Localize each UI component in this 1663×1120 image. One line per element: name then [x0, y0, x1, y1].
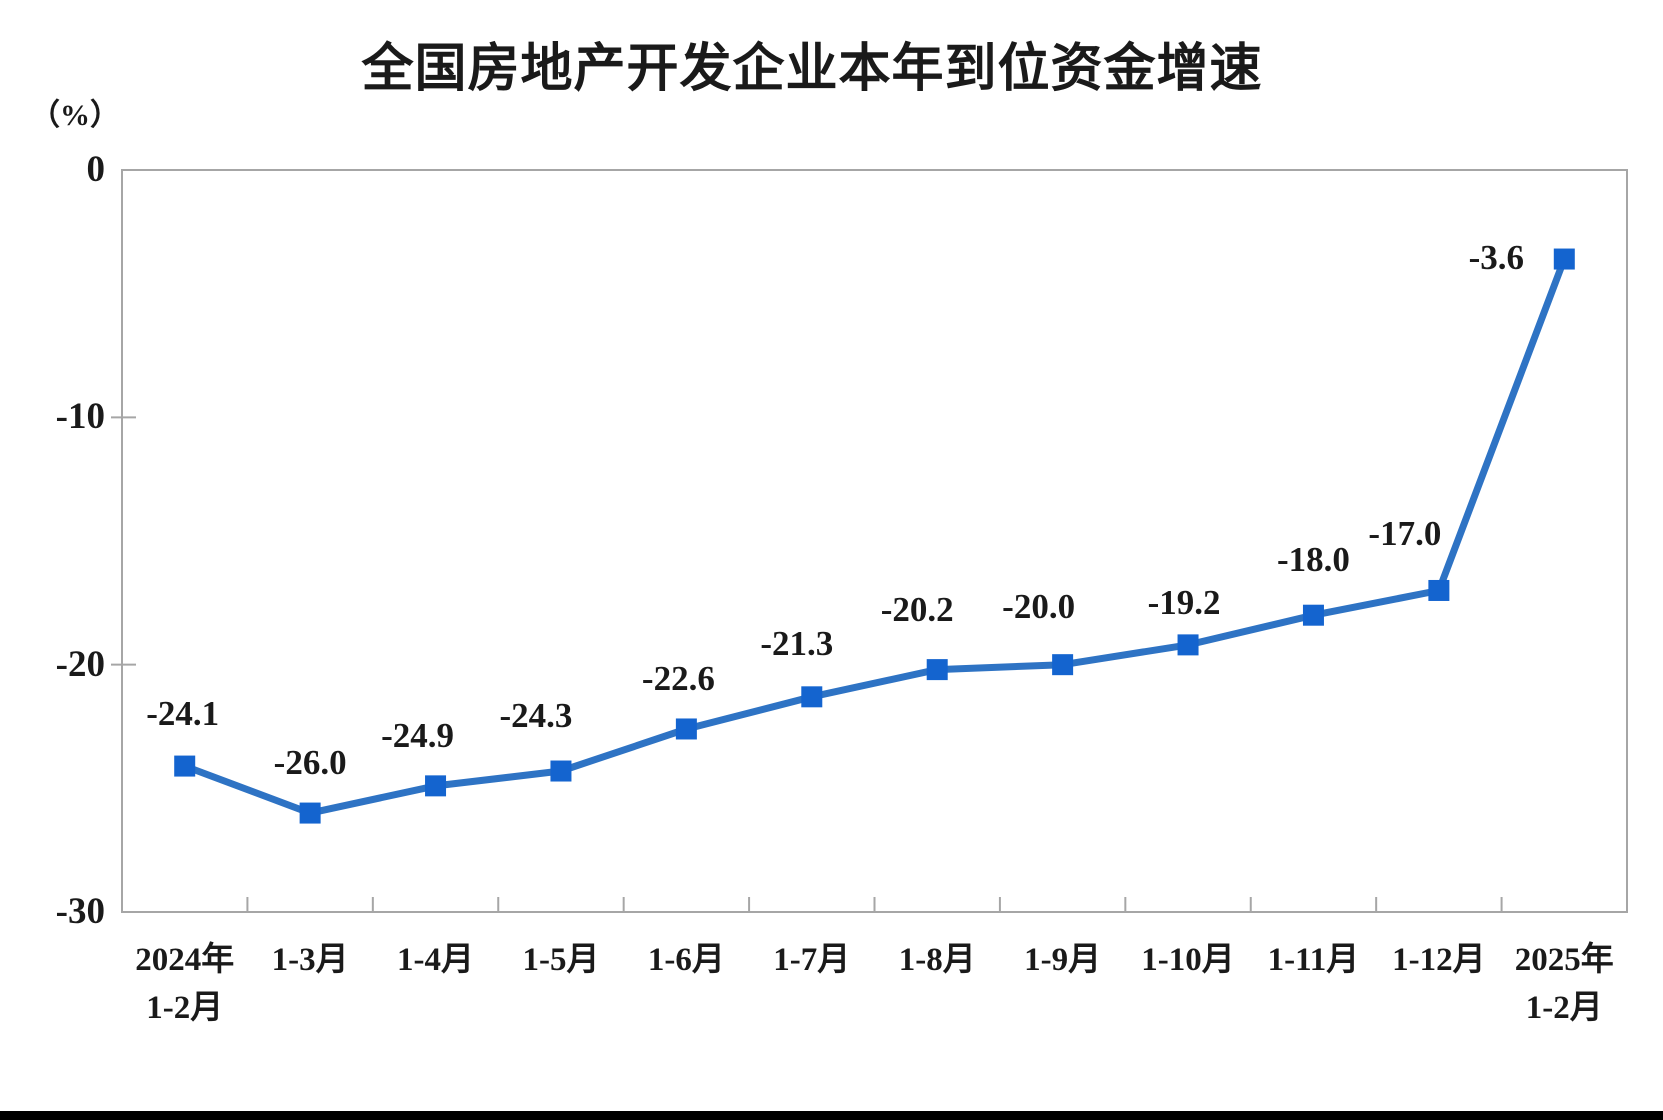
data-point-marker	[550, 760, 572, 782]
data-point-marker	[1052, 654, 1074, 676]
x-tick-label: 1-10月	[1141, 942, 1235, 978]
x-tick-label: 1-5月	[522, 942, 600, 978]
x-tick-label: 1-12月	[1392, 942, 1486, 978]
y-axis-unit-label: （%）	[30, 99, 120, 132]
data-point-label: -17.0	[1368, 514, 1442, 554]
data-point-label: -20.0	[1002, 586, 1076, 626]
data-point-label: -21.3	[760, 623, 834, 663]
data-point-marker	[926, 659, 948, 681]
data-point-marker	[299, 802, 321, 824]
data-point-marker	[1302, 604, 1324, 626]
data-point-marker	[801, 686, 823, 708]
x-tick-label: 2025年 1-2月	[1514, 942, 1614, 1026]
y-tick-label: 0	[86, 149, 106, 190]
data-point-label: -26.0	[273, 743, 347, 783]
data-point-label: -3.6	[1468, 238, 1524, 278]
data-point-label: -20.2	[880, 589, 954, 629]
chart-title: 全国房地产开发企业本年到位资金增速	[361, 40, 1263, 98]
x-tick-label: 1-3月	[271, 942, 349, 978]
data-point-marker	[1428, 579, 1450, 601]
data-point-marker	[675, 718, 697, 740]
data-point-label: -24.9	[381, 715, 454, 755]
x-tick-label: 1-8月	[898, 942, 976, 978]
data-point-marker	[1553, 248, 1575, 270]
x-tick-label: 1-11月	[1267, 942, 1360, 978]
data-point-label: -22.6	[641, 658, 715, 698]
data-point-label: -18.0	[1277, 540, 1350, 580]
data-point-label: -24.3	[499, 696, 573, 736]
y-tick-label: -30	[55, 891, 105, 932]
y-tick-label: -10	[55, 396, 105, 438]
y-tick-label: -20	[55, 643, 105, 685]
data-point-marker	[1177, 634, 1199, 656]
x-tick-label: 1-6月	[647, 942, 725, 978]
x-tick-label: 1-4月	[397, 942, 475, 978]
x-tick-label: 1-7月	[773, 942, 851, 978]
data-point-label: -24.1	[146, 694, 220, 734]
series-line	[181, 255, 1568, 817]
data-point-label: -19.2	[1147, 582, 1221, 622]
data-point-marker	[425, 775, 447, 797]
x-tick-label: 2024年 1-2月	[135, 942, 235, 1026]
page-bottom-divider	[0, 1111, 1663, 1120]
data-point-marker	[174, 755, 196, 777]
x-tick-label: 1-9月	[1024, 942, 1102, 978]
